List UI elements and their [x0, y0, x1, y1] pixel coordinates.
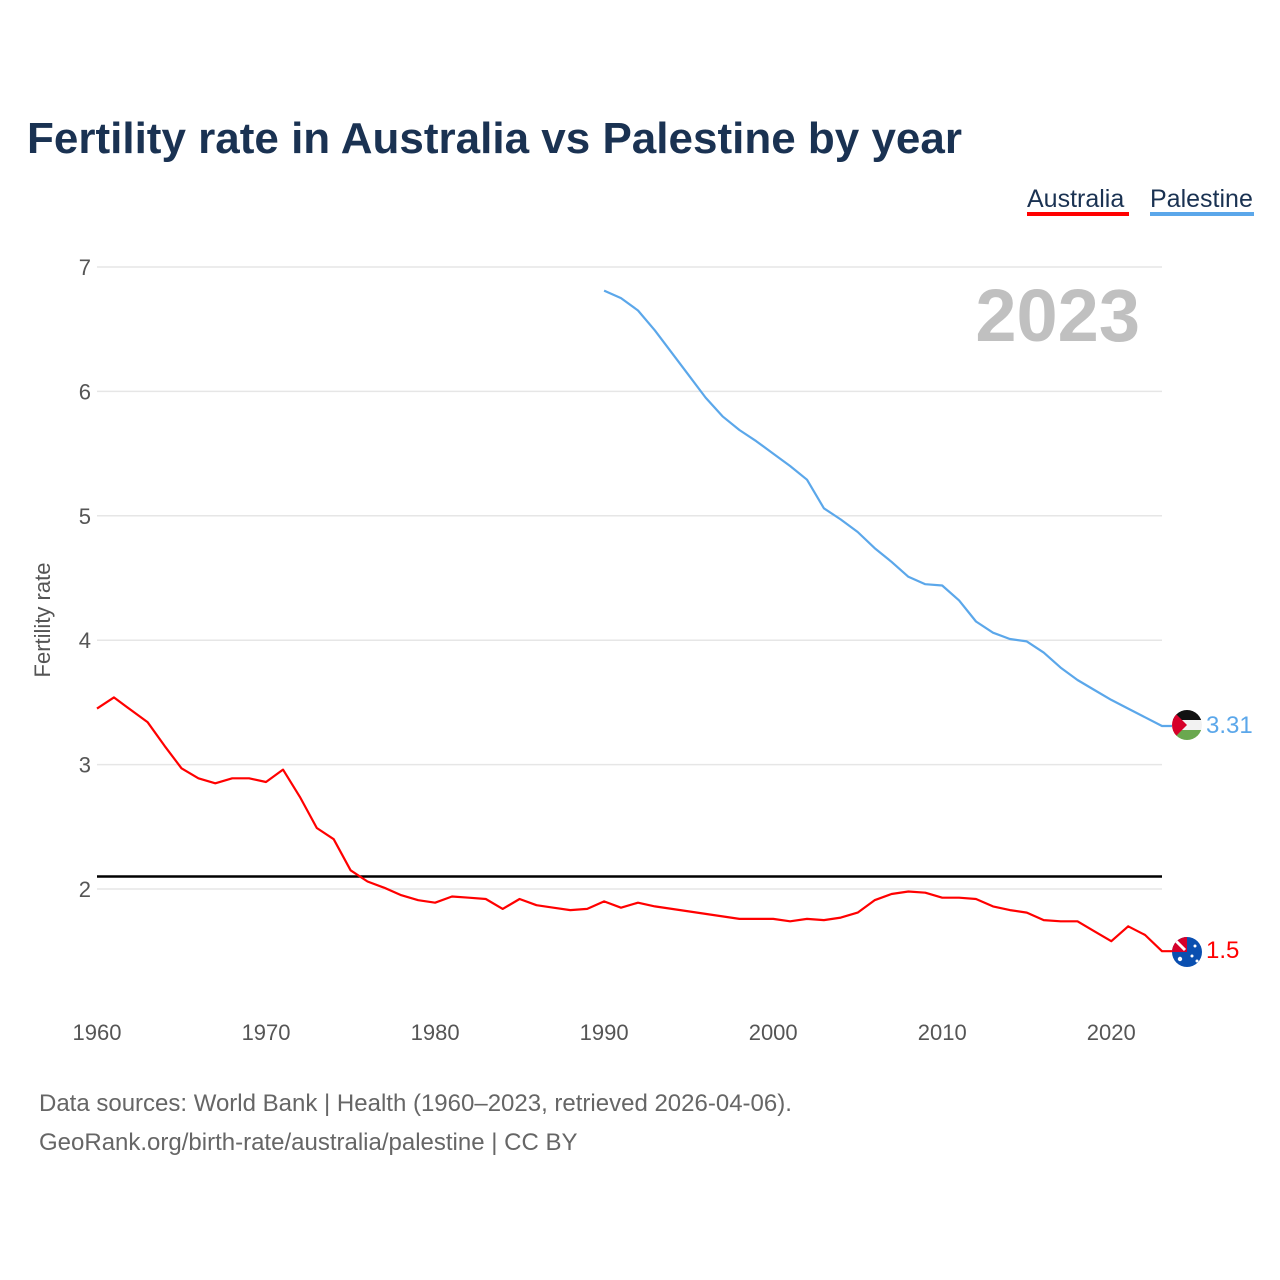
x-tick-label: 2000: [749, 1020, 798, 1045]
series-lines: [96, 289, 1172, 953]
legend-australia[interactable]: Australia: [1027, 185, 1124, 213]
gridlines: [97, 266, 1162, 890]
x-tick-label: 1970: [242, 1020, 291, 1045]
y-tick-label: 2: [79, 877, 91, 902]
source-line-1: Data sources: World Bank | Health (1960–…: [39, 1090, 792, 1117]
legend: Australia Palestine: [1027, 185, 1254, 216]
australia-flag-icon: [1172, 937, 1202, 967]
x-axis-ticks: 1960 1970 1980 1990 2000 2010 2020: [73, 1020, 1136, 1045]
palestine-flag-icon: [1172, 710, 1202, 740]
y-tick-label: 3: [79, 753, 91, 778]
y-axis-label: Fertility rate: [30, 563, 55, 678]
y-tick-label: 5: [79, 504, 91, 529]
x-tick-label: 1980: [411, 1020, 460, 1045]
chart-title: Fertility rate in Australia vs Palestine…: [27, 114, 962, 163]
x-tick-label: 1960: [73, 1020, 122, 1045]
y-tick-label: 6: [79, 379, 91, 404]
y-axis-ticks: 2 3 4 5 6 7: [79, 255, 91, 902]
legend-australia-swatch: [1027, 212, 1129, 216]
series-line-palestine: [603, 289, 1172, 728]
palestine-end-value: 3.31: [1206, 712, 1253, 739]
current-year-label: 2023: [975, 274, 1140, 357]
x-tick-label: 2010: [918, 1020, 967, 1045]
source-line-2[interactable]: GeoRank.org/birth-rate/australia/palesti…: [39, 1129, 578, 1156]
y-tick-label: 7: [79, 255, 91, 280]
x-tick-label: 1990: [580, 1020, 629, 1045]
y-tick-label: 4: [79, 628, 91, 653]
x-tick-label: 2020: [1087, 1020, 1136, 1045]
australia-end-value: 1.5: [1206, 937, 1239, 964]
legend-palestine-swatch: [1150, 212, 1254, 216]
legend-palestine[interactable]: Palestine: [1150, 185, 1253, 213]
series-line-australia: [96, 696, 1172, 953]
